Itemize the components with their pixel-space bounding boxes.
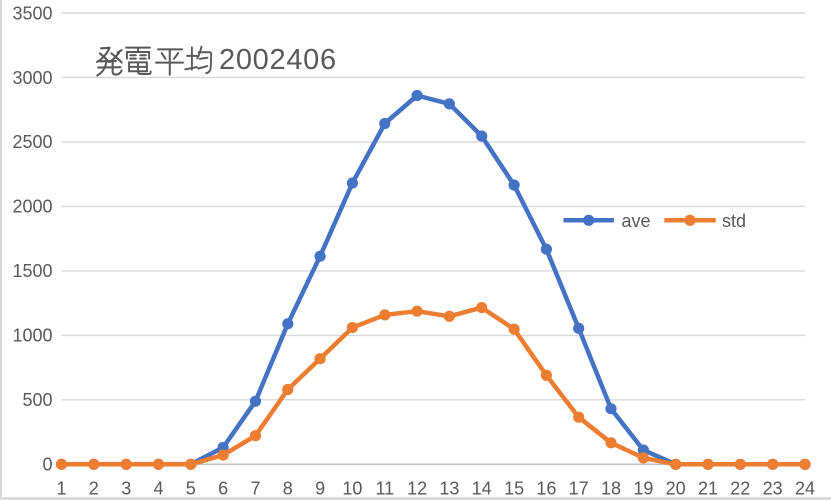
svg-text:1000: 1000	[12, 326, 52, 346]
svg-text:20: 20	[666, 479, 686, 499]
svg-text:3: 3	[121, 479, 131, 499]
svg-text:22: 22	[730, 479, 750, 499]
svg-text:11: 11	[375, 479, 394, 499]
svg-text:3000: 3000	[12, 68, 52, 88]
svg-text:2500: 2500	[12, 132, 52, 152]
svg-text:std: std	[722, 211, 746, 231]
svg-text:3500: 3500	[12, 3, 52, 23]
svg-text:15: 15	[504, 479, 524, 499]
svg-text:17: 17	[569, 479, 589, 499]
svg-text:23: 23	[763, 479, 783, 499]
svg-text:6: 6	[218, 479, 228, 499]
svg-text:8: 8	[283, 479, 293, 499]
svg-text:9: 9	[315, 479, 325, 499]
svg-text:14: 14	[472, 479, 492, 499]
svg-text:500: 500	[22, 390, 52, 410]
svg-text:21: 21	[698, 479, 718, 499]
svg-text:2002406: 2002406	[219, 44, 337, 76]
svg-text:10: 10	[342, 479, 362, 499]
svg-text:0: 0	[42, 455, 52, 475]
svg-text:2000: 2000	[12, 197, 52, 217]
svg-text:18: 18	[601, 479, 621, 499]
svg-text:12: 12	[407, 479, 427, 499]
svg-text:4: 4	[153, 479, 163, 499]
svg-text:19: 19	[633, 479, 653, 499]
svg-text:24: 24	[795, 479, 815, 499]
svg-text:2: 2	[89, 479, 99, 499]
svg-text:5: 5	[186, 479, 196, 499]
svg-text:7: 7	[250, 479, 260, 499]
svg-text:13: 13	[439, 479, 459, 499]
svg-text:16: 16	[536, 479, 556, 499]
svg-text:ave: ave	[622, 211, 651, 231]
svg-text:1500: 1500	[12, 261, 52, 281]
svg-text:1: 1	[56, 479, 66, 499]
